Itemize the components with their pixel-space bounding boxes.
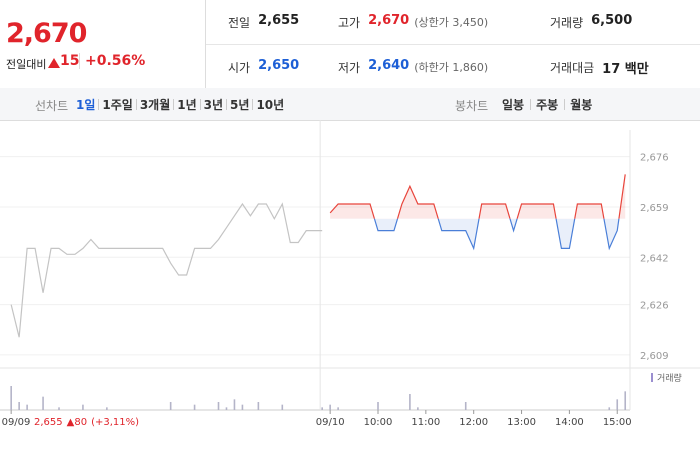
volume-bar — [616, 399, 619, 410]
area-up — [330, 174, 626, 219]
volume-bar — [217, 402, 220, 410]
cell-value: 2,640 — [368, 58, 410, 73]
tab-separator — [135, 99, 137, 110]
volume-bar — [377, 402, 379, 410]
volume-bar — [18, 402, 20, 410]
line — [10, 202, 323, 338]
x-tick-label: 13:00 — [507, 417, 536, 428]
tab-separator — [564, 99, 566, 110]
cell-label: 전일 — [228, 16, 251, 30]
cell-label: 거래대금 — [550, 61, 595, 75]
volume-bar — [321, 407, 323, 410]
volume-bar — [257, 402, 260, 410]
y-tick-label: 2,626 — [640, 301, 669, 312]
change-rate: +0.56% — [85, 53, 146, 69]
tab-separator — [252, 99, 254, 110]
volume-bar — [233, 399, 236, 410]
divider — [79, 53, 80, 69]
change-label: 전일대비 — [6, 58, 47, 71]
prev-close-note: (+3,11%) — [91, 417, 139, 428]
tab[interactable]: 1일 — [76, 98, 96, 112]
x-tick-label: 12:00 — [459, 417, 488, 428]
volume-bar — [58, 407, 60, 410]
prev-close-note: 2,655 — [34, 417, 63, 428]
y-tick-label: 2,642 — [640, 253, 669, 264]
prev-close-note: ▲80 — [67, 417, 87, 428]
tab-separator — [98, 99, 100, 110]
tab[interactable]: 3년 — [203, 98, 224, 112]
volume-bar — [42, 396, 44, 410]
x-tick-label: 11:00 — [411, 417, 440, 428]
cell-value: 2,655 — [258, 13, 300, 28]
x-tick-label: 09/09 — [2, 417, 31, 428]
volume-bar — [409, 394, 411, 410]
y-tick-label: 2,659 — [640, 203, 669, 214]
cell-value: 2,650 — [258, 58, 300, 73]
tab[interactable]: 10년 — [256, 98, 285, 112]
tab[interactable]: 1주일 — [102, 98, 133, 112]
x-tick-label: 14:00 — [555, 417, 584, 428]
up-arrow — [48, 58, 60, 68]
tab-separator — [173, 99, 175, 110]
tab-separator — [226, 99, 228, 110]
volume-bar — [82, 404, 84, 410]
cell-label: 저가 — [338, 61, 361, 75]
current-price: 2,670 — [6, 18, 87, 49]
tab[interactable]: 월봉 — [570, 98, 593, 112]
volume-bar — [417, 407, 419, 410]
line-down — [373, 218, 620, 251]
volume-bar — [608, 407, 611, 410]
cell-label: 거래량 — [550, 16, 584, 30]
tab-group-label: 선차트 — [35, 99, 69, 113]
x-tick-label: 09/10 — [316, 417, 345, 428]
y-tick-label: 2,676 — [640, 153, 669, 164]
divider — [206, 44, 700, 45]
volume-bar — [169, 402, 172, 410]
volume-bar — [193, 404, 196, 410]
cell-value: 2,670 — [368, 13, 410, 28]
tab-bar — [0, 88, 700, 121]
tab[interactable]: 5년 — [230, 98, 250, 112]
cell-value: 6,500 — [591, 13, 633, 28]
volume-bar — [281, 404, 284, 410]
volume-bar — [241, 404, 244, 410]
cell-note: (하한가 1,860) — [414, 61, 489, 74]
tab[interactable]: 일봉 — [502, 98, 525, 112]
volume-bar — [26, 404, 28, 410]
legend-label: 거래량 — [657, 372, 682, 384]
volume-bar — [624, 391, 627, 410]
volume-bar — [225, 407, 228, 410]
volume-bar — [106, 407, 108, 410]
cell-value: 17 백만 — [602, 62, 649, 77]
tab-separator — [530, 99, 532, 110]
change: 15 — [60, 53, 80, 69]
x-tick-label: 10:00 — [364, 417, 393, 428]
tab-group-label: 봉차트 — [455, 99, 489, 113]
legend-swatch — [651, 373, 653, 382]
y-tick-label: 2,609 — [640, 351, 669, 362]
volume-bar — [464, 402, 467, 410]
volume-bar — [10, 386, 12, 410]
line-up — [329, 174, 626, 219]
divider — [205, 0, 206, 88]
cell-note: (상한가 3,450) — [414, 16, 489, 29]
volume-bar — [329, 404, 331, 410]
cell-label: 시가 — [228, 61, 251, 75]
cell-label: 고가 — [338, 16, 361, 30]
tab[interactable]: 주봉 — [536, 98, 559, 112]
x-tick-label: 15:00 — [603, 417, 632, 428]
tab[interactable]: 3개월 — [139, 98, 171, 112]
tab-separator — [199, 99, 201, 110]
volume-bar — [337, 407, 339, 410]
tab[interactable]: 1년 — [177, 98, 197, 112]
